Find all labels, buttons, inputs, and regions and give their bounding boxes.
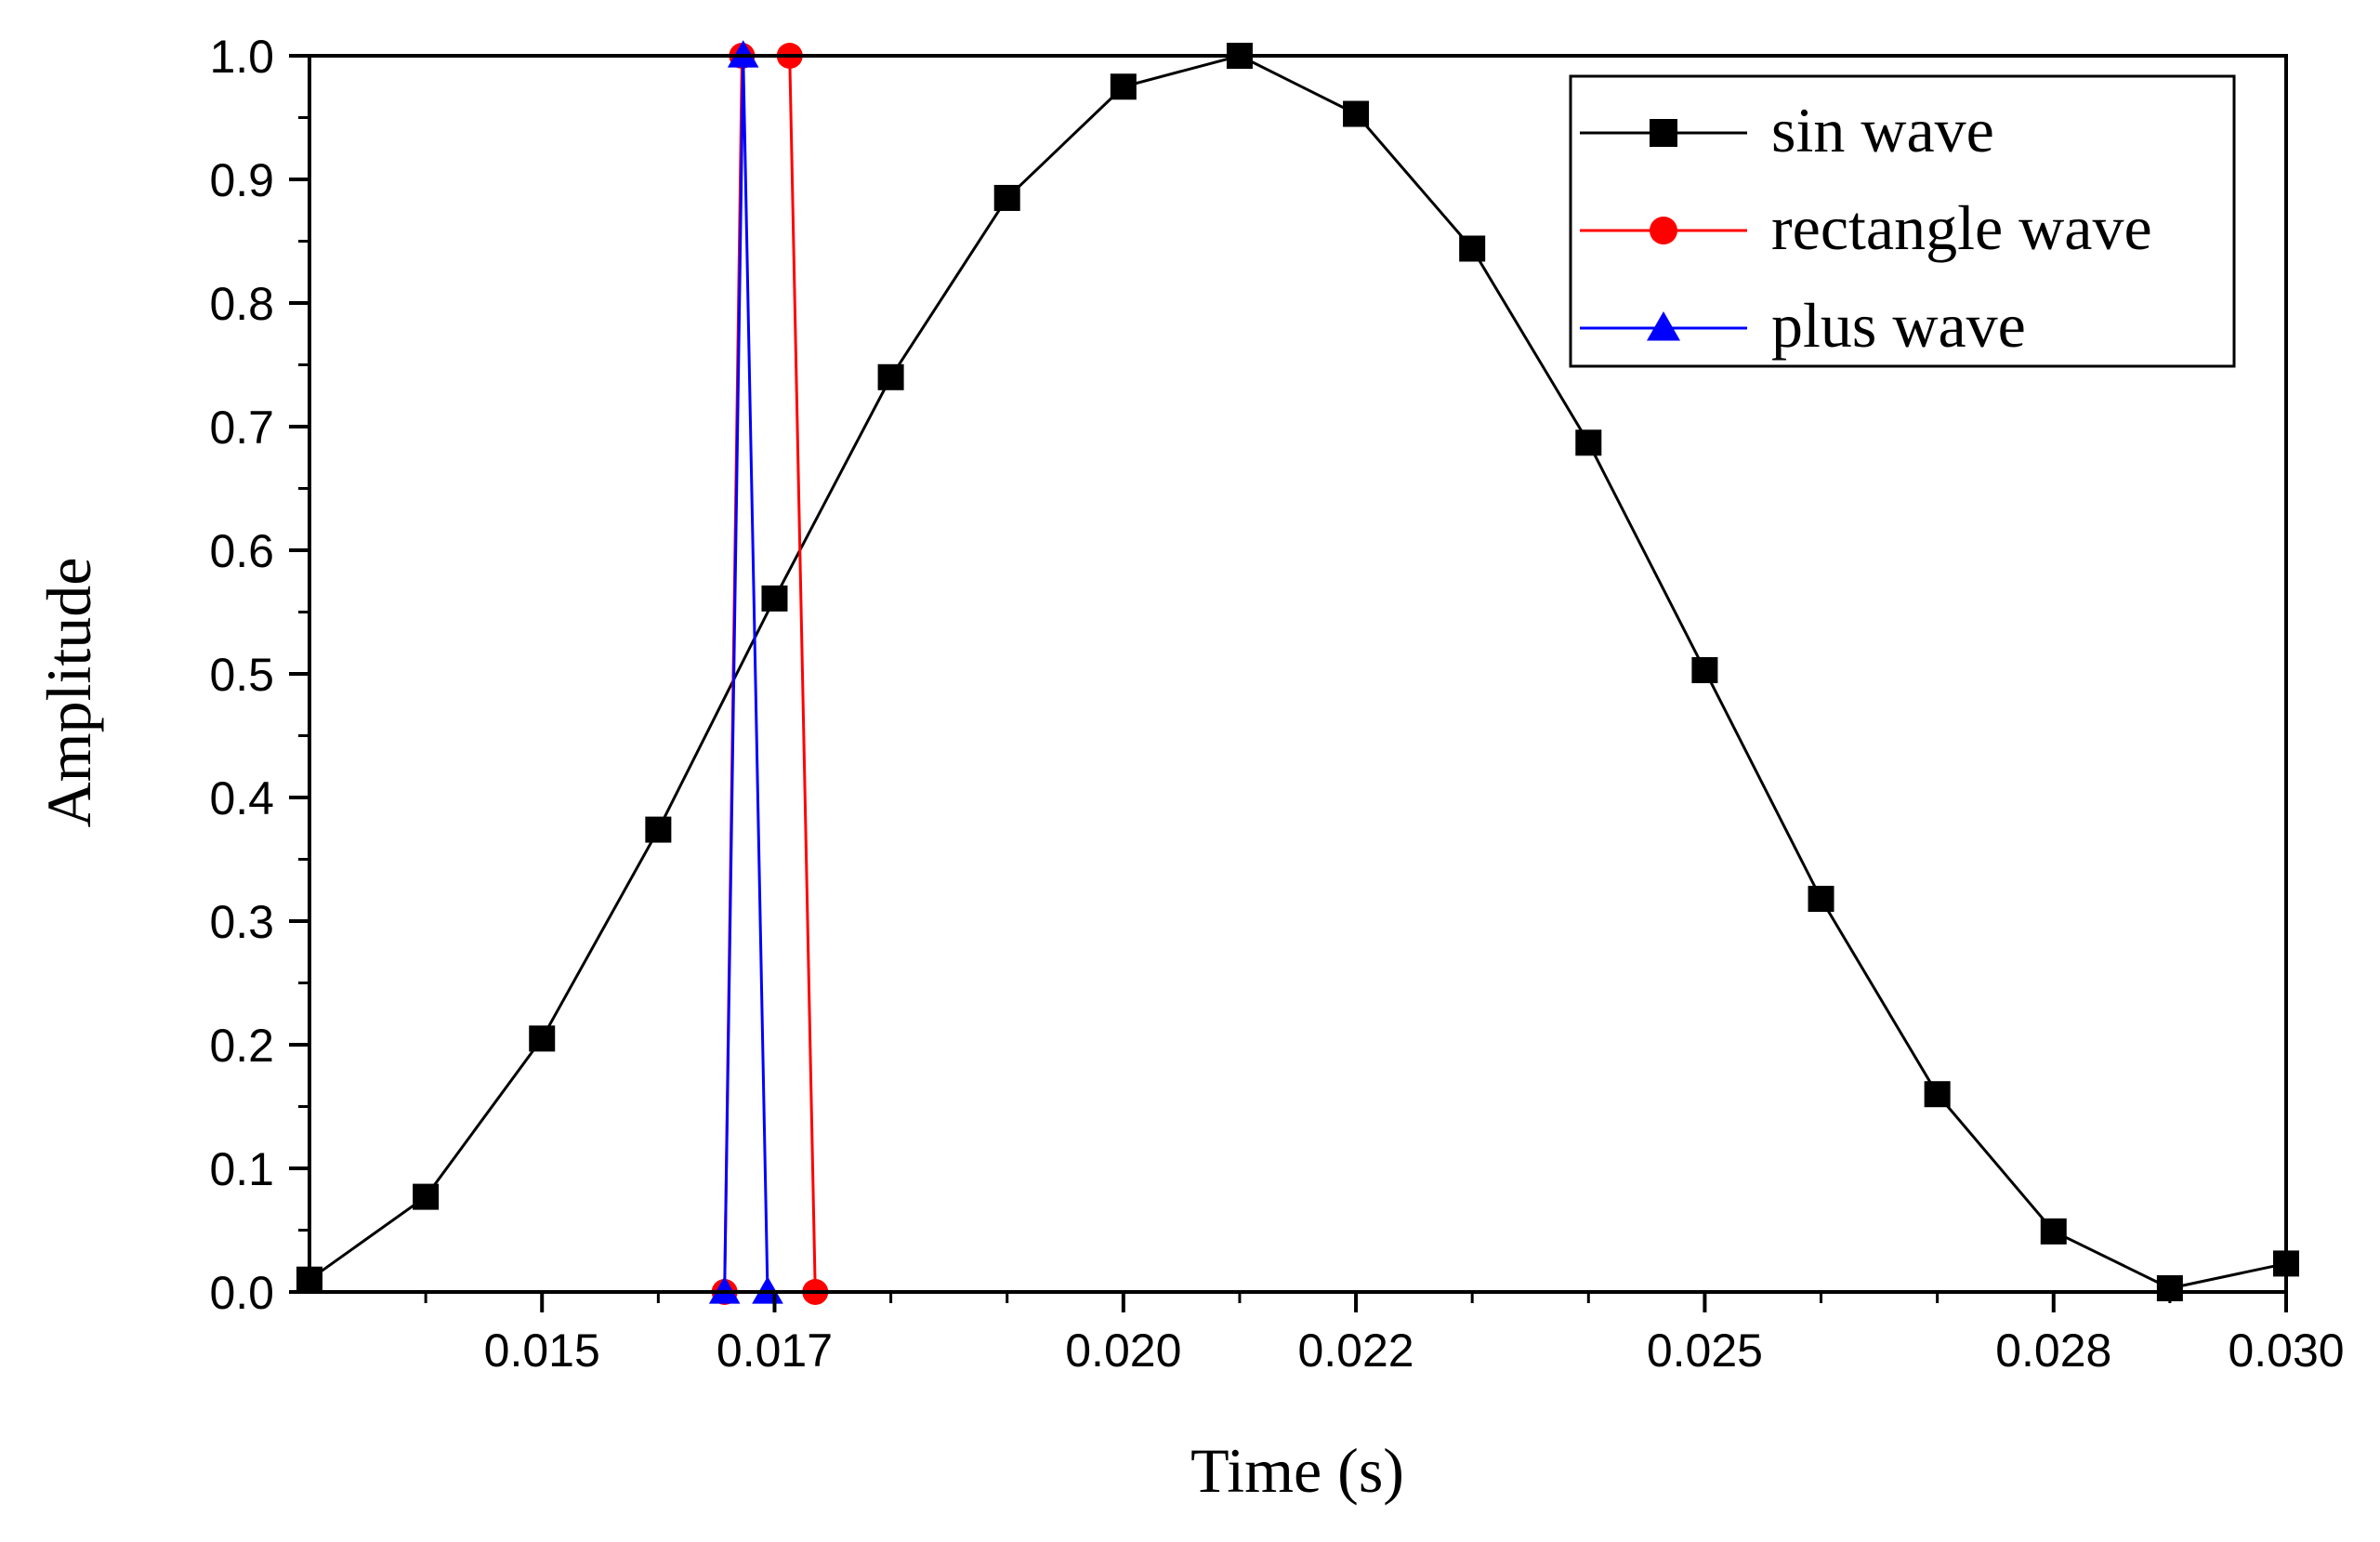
data-point	[1459, 235, 1486, 262]
data-point	[645, 816, 672, 843]
data-point	[1691, 657, 1718, 684]
legend-marker	[1650, 217, 1677, 244]
x-tick-label: 0.030	[2228, 1325, 2344, 1377]
legend-label-sin-wave: sin wave	[1771, 95, 1994, 165]
x-axis-title: Time (s)	[1190, 1435, 1404, 1506]
x-tick-label: 0.022	[1297, 1325, 1414, 1377]
data-point	[993, 184, 1020, 211]
data-point	[752, 1276, 783, 1304]
data-point	[1343, 100, 1370, 127]
y-tick-label: 0.1	[209, 1143, 274, 1195]
y-tick-label: 0.9	[209, 154, 274, 206]
legend-marker	[1647, 311, 1680, 341]
legend: sin wave rectangle wave plus wave	[1569, 74, 2236, 368]
series-sin-wave	[296, 43, 2299, 1302]
y-tick-label: 0.0	[209, 1267, 274, 1319]
y-tick-label: 0.7	[209, 402, 274, 454]
data-point	[529, 1025, 556, 1052]
legend-label-rectangle-wave: rectangle wave	[1771, 192, 2152, 263]
series-line	[309, 54, 2287, 1290]
x-tick-label: 0.020	[1065, 1325, 1181, 1377]
x-tick-label: 0.017	[717, 1325, 833, 1377]
data-point	[761, 585, 788, 612]
data-point	[1110, 73, 1137, 100]
y-tick-label: 0.3	[209, 896, 274, 948]
legend-items	[1580, 119, 1747, 341]
y-tick-label: 0.4	[209, 772, 274, 824]
y-tick-label: 0.6	[209, 525, 274, 577]
data-point	[708, 1276, 741, 1304]
axis-layer: 0.0 0.1 0.2 0.3 0.4 0.5 0.6 0.7 0.8 0.9 1.0 0.015 0.…	[209, 31, 2344, 1377]
data-point	[1808, 886, 1834, 913]
legend-marker	[1650, 119, 1677, 147]
y-tick-label: 0.8	[209, 278, 274, 330]
x-tick-label: 0.028	[1995, 1325, 2111, 1377]
y-tick-label: 1.0	[209, 31, 274, 83]
x-tick-label: 0.015	[484, 1325, 600, 1377]
data-point	[1575, 429, 1602, 456]
x-tick-label: 0.025	[1647, 1325, 1763, 1377]
y-tick-label: 0.5	[209, 649, 274, 701]
legend-label-plus-wave: plus wave	[1771, 290, 2026, 361]
data-point	[727, 40, 759, 68]
y-tick-label: 0.2	[209, 1020, 274, 1072]
data-point	[2040, 1218, 2067, 1245]
legend-box	[1569, 74, 2236, 368]
data-point	[877, 363, 904, 390]
y-axis-title: Amplitude	[33, 558, 104, 828]
data-point	[413, 1183, 440, 1210]
data-point	[1924, 1081, 1951, 1108]
